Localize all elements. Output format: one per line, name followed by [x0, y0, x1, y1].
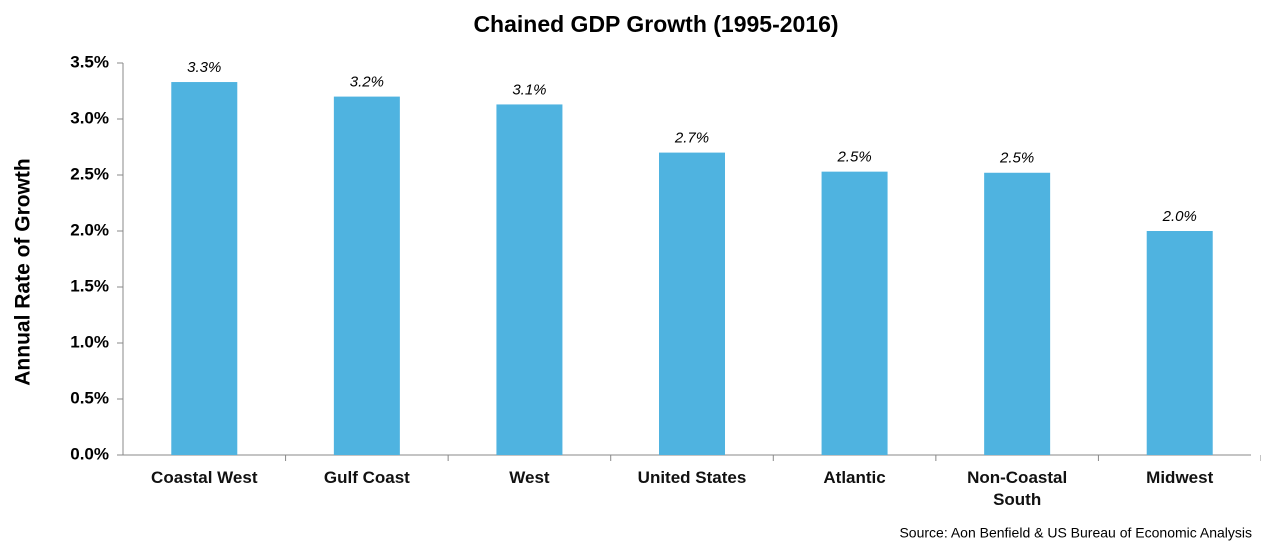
- y-tick-label: 1.0%: [70, 332, 109, 351]
- value-label: 3.1%: [512, 81, 546, 98]
- value-label: 2.5%: [836, 149, 871, 166]
- x-tick-label: Midwest: [1146, 468, 1214, 487]
- y-tick-label: 0.5%: [70, 388, 109, 407]
- bar: [171, 82, 238, 455]
- x-tick-label: West: [509, 468, 550, 487]
- y-tick-label: 2.5%: [70, 164, 109, 183]
- bar: [821, 171, 888, 455]
- y-tick-label: 3.0%: [70, 108, 109, 127]
- value-label: 3.3%: [187, 59, 221, 76]
- value-label: 2.7%: [674, 130, 709, 147]
- bar: [984, 172, 1051, 455]
- bar: [496, 104, 563, 455]
- y-tick-label: 0.0%: [70, 444, 109, 463]
- x-tick-label: United States: [637, 468, 747, 487]
- x-tick-label: Non-Coastal South: [967, 468, 1068, 509]
- value-label: 2.5%: [999, 150, 1034, 167]
- bar: [1146, 231, 1213, 455]
- chart-title: Chained GDP Growth (1995-2016): [473, 11, 838, 37]
- bar: [659, 152, 725, 455]
- y-axis-label: Annual Rate of Growth: [12, 158, 35, 386]
- x-tick-label: Atlantic: [823, 468, 886, 487]
- value-label: 2.0%: [1162, 208, 1197, 225]
- x-tick-label: Coastal West: [151, 468, 258, 487]
- y-tick-label: 1.5%: [70, 276, 109, 295]
- source-note: Source: Aon Benfield & US Bureau of Econ…: [899, 525, 1252, 541]
- bar: [333, 96, 400, 455]
- y-tick-label: 3.5%: [70, 52, 109, 71]
- x-tick-label: Gulf Coast: [323, 468, 410, 487]
- value-label: 3.2%: [350, 74, 384, 91]
- y-tick-label: 2.0%: [70, 220, 109, 239]
